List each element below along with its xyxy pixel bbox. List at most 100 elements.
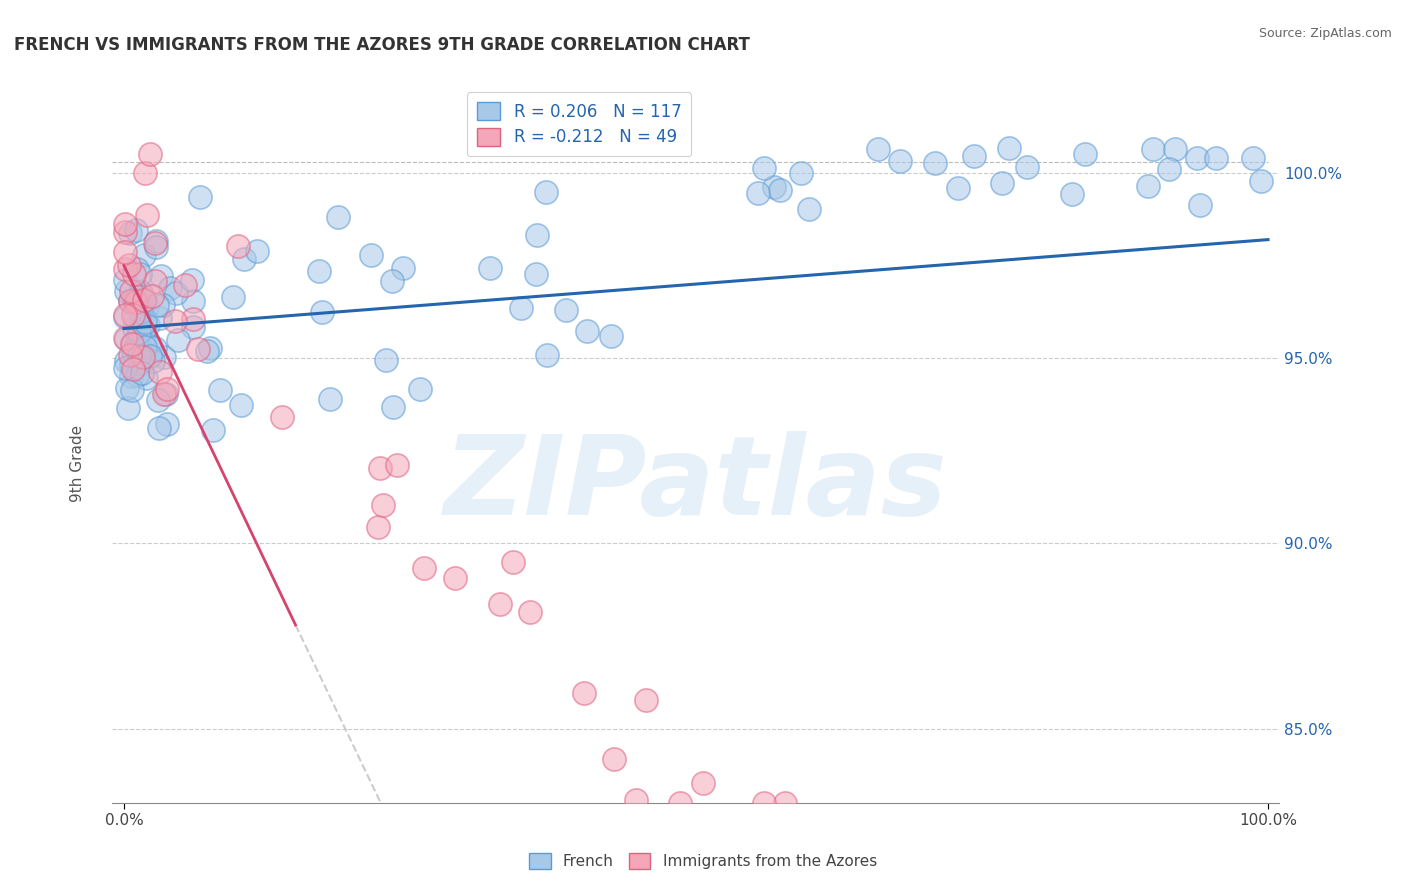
Point <box>134 315 156 329</box>
Legend: French, Immigrants from the Azores: French, Immigrants from the Azores <box>523 847 883 875</box>
Point <box>148 420 170 434</box>
Point <box>121 308 143 322</box>
Point <box>120 369 142 384</box>
Point <box>128 325 150 339</box>
Point <box>115 381 138 395</box>
Point <box>360 248 382 262</box>
Point <box>125 261 148 276</box>
Point <box>145 234 167 248</box>
Point <box>120 226 142 240</box>
Point <box>132 345 155 359</box>
Point <box>1073 146 1095 161</box>
Point <box>136 318 159 333</box>
Point <box>145 240 167 254</box>
Point <box>773 796 796 810</box>
Point <box>371 498 394 512</box>
Point <box>946 181 969 195</box>
Point <box>149 311 172 326</box>
Point <box>115 284 138 298</box>
Point <box>153 387 176 401</box>
Point <box>797 202 820 216</box>
Point <box>208 383 231 397</box>
Point <box>121 337 143 351</box>
Point <box>502 555 524 569</box>
Point <box>534 186 557 200</box>
Point <box>127 368 149 382</box>
Point <box>382 401 405 415</box>
Point <box>222 290 245 304</box>
Point <box>270 410 292 425</box>
Point <box>129 356 152 370</box>
Point <box>524 267 547 281</box>
Point <box>1241 151 1264 165</box>
Point <box>114 308 136 322</box>
Point <box>127 290 149 304</box>
Point <box>152 298 174 312</box>
Point <box>143 341 166 355</box>
Point <box>752 161 775 175</box>
Point <box>134 293 156 307</box>
Point <box>229 398 252 412</box>
Point <box>155 387 177 401</box>
Point <box>1159 161 1181 176</box>
Point <box>1060 186 1083 201</box>
Point <box>509 301 531 316</box>
Point <box>124 310 146 325</box>
Point <box>692 776 714 790</box>
Point <box>769 183 792 197</box>
Point <box>120 359 142 373</box>
Point <box>1250 174 1272 188</box>
Point <box>146 298 169 312</box>
Point <box>1205 151 1227 165</box>
Point <box>114 310 136 324</box>
Point <box>134 340 156 354</box>
Point <box>752 796 775 810</box>
Point <box>121 384 143 398</box>
Point <box>114 245 136 260</box>
Point <box>114 331 136 345</box>
Point <box>790 166 813 180</box>
Point <box>136 208 159 222</box>
Point <box>121 337 143 351</box>
Point <box>129 284 152 298</box>
Point <box>149 268 172 283</box>
Point <box>198 341 221 355</box>
Point <box>381 274 404 288</box>
Point <box>576 324 599 338</box>
Text: FRENCH VS IMMIGRANTS FROM THE AZORES 9TH GRADE CORRELATION CHART: FRENCH VS IMMIGRANTS FROM THE AZORES 9TH… <box>14 36 749 54</box>
Point <box>763 179 786 194</box>
Point <box>165 286 187 301</box>
Point <box>131 311 153 326</box>
Point <box>924 155 946 169</box>
Point <box>143 274 166 288</box>
Point <box>889 154 911 169</box>
Point <box>125 223 148 237</box>
Text: Source: ZipAtlas.com: Source: ZipAtlas.com <box>1258 27 1392 40</box>
Text: ZIPatlas: ZIPatlas <box>444 432 948 539</box>
Point <box>634 693 657 707</box>
Point <box>228 239 250 253</box>
Point <box>1163 142 1185 156</box>
Point <box>1187 151 1209 165</box>
Point <box>128 267 150 281</box>
Point <box>156 417 179 431</box>
Point <box>747 186 769 200</box>
Point <box>134 293 156 308</box>
Point <box>489 597 512 611</box>
Point <box>146 393 169 408</box>
Point <box>138 349 160 363</box>
Point <box>308 264 330 278</box>
Point <box>572 686 595 700</box>
Point <box>866 142 889 156</box>
Point <box>669 796 692 810</box>
Point <box>114 218 136 232</box>
Point <box>114 225 136 239</box>
Point <box>131 285 153 299</box>
Point <box>385 458 408 472</box>
Point <box>409 382 432 396</box>
Point <box>143 235 166 250</box>
Point <box>1015 160 1038 174</box>
Point <box>155 382 177 396</box>
Point <box>599 328 621 343</box>
Point <box>132 350 155 364</box>
